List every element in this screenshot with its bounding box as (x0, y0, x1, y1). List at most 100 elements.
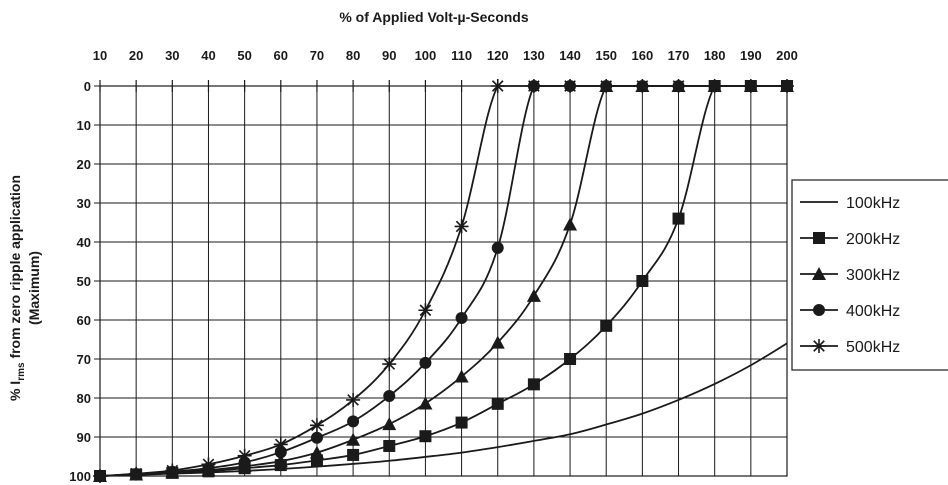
y-tick-label: 0 (84, 79, 91, 94)
marker-square (672, 212, 685, 225)
chart-title: % of Applied Volt-µ-Seconds (339, 9, 529, 25)
x-tick-label: 190 (740, 48, 762, 63)
x-tick-label: 30 (165, 48, 179, 63)
legend: 100kHz 200kHz 300kHz 400kHz 500kHz (791, 179, 948, 371)
y-tick-label: 50 (77, 274, 91, 289)
y-tick-label: 80 (77, 391, 91, 406)
marker-circle (419, 356, 432, 369)
grid (94, 80, 788, 477)
marker-star (707, 79, 722, 93)
y-tick-label: 30 (77, 196, 91, 211)
x-tick-label: 200 (776, 48, 798, 63)
marker-triangle (563, 217, 578, 231)
x-tick-label: 10 (93, 48, 107, 63)
series-500kHz (93, 79, 794, 483)
y-tick-label: 90 (77, 430, 91, 445)
legend-label: 100kHz (846, 195, 900, 212)
marker-star (635, 79, 650, 93)
y-tick-label: 20 (77, 157, 91, 172)
marker-star (599, 79, 614, 93)
y-axis-label: % Irms from zero ripple application (7, 175, 27, 401)
marker-square (813, 232, 825, 244)
series-line (99, 85, 787, 477)
legend-item: 400kHz (800, 303, 900, 320)
marker-circle (310, 431, 323, 444)
x-tick-label: 120 (487, 48, 509, 63)
marker-circle (383, 390, 396, 403)
marker-triangle (526, 288, 541, 302)
marker-square (419, 430, 432, 443)
y-tick-label: 60 (77, 313, 91, 328)
marker-circle (491, 241, 504, 254)
marker-star (382, 357, 397, 372)
marker-circle (455, 312, 468, 325)
legend-label: 500kHz (846, 339, 900, 356)
x-tick-label: 110 (451, 48, 472, 63)
marker-square (636, 275, 649, 287)
marker-square (600, 319, 613, 332)
x-tick-label: 40 (201, 48, 215, 63)
x-tick-label: 170 (668, 48, 690, 63)
x-tick-label: 70 (310, 48, 324, 63)
marker-star (743, 79, 758, 93)
marker-square (455, 416, 468, 429)
marker-square (347, 448, 360, 461)
y-tick-label: 100 (69, 469, 91, 484)
y-axis-label-line2: (Maximum) (26, 251, 42, 325)
marker-triangle (454, 369, 469, 383)
marker-triangle (273, 454, 288, 468)
legend-item: 200kHz (800, 231, 900, 248)
marker-triangle (812, 267, 826, 280)
x-tick-label: 150 (595, 48, 617, 63)
marker-triangle (382, 417, 397, 431)
marker-square (527, 378, 540, 391)
marker-triangle (309, 445, 324, 459)
marker-star (526, 79, 541, 93)
y-tick-label: 40 (77, 235, 91, 250)
marker-triangle (346, 432, 361, 446)
marker-circle (813, 304, 825, 316)
x-tick-label: 50 (237, 48, 251, 63)
legend-label: 400kHz (846, 303, 900, 320)
marker-star (454, 219, 469, 234)
x-tick-label: 180 (704, 48, 726, 63)
x-tick-label: 140 (559, 48, 581, 63)
series-line (99, 342, 788, 477)
marker-star (563, 79, 578, 93)
series-100kHz (99, 342, 788, 477)
marker-star (201, 457, 216, 472)
marker-star (165, 463, 180, 478)
legend-label: 200kHz (846, 231, 900, 248)
marker-star (812, 339, 826, 353)
marker-circle (347, 415, 360, 428)
marker-triangle (418, 396, 433, 410)
y-axis-ticks: 0 10 20 30 40 50 60 70 80 90 100 (69, 79, 91, 484)
legend-item: 500kHz (800, 339, 900, 356)
marker-star (490, 79, 505, 93)
x-axis-ticks: 10 20 30 40 50 60 70 80 90 100 110 120 130 140 150 160 1… (93, 48, 798, 63)
x-tick-label: 60 (274, 48, 288, 63)
marker-square (383, 439, 396, 452)
marker-star (129, 466, 144, 481)
marker-star (671, 79, 686, 93)
x-tick-label: 160 (632, 48, 654, 63)
legend-item: 300kHz (800, 267, 900, 284)
marker-star (273, 437, 288, 452)
marker-circle (274, 446, 287, 459)
legend-label: 300kHz (846, 267, 900, 284)
marker-star (780, 79, 794, 93)
x-tick-label: 80 (346, 48, 360, 63)
marker-star (418, 303, 433, 318)
marker-star (93, 469, 107, 483)
marker-triangle (490, 335, 505, 349)
y-tick-label: 10 (77, 118, 91, 133)
x-tick-label: 100 (415, 48, 437, 63)
x-tick-label: 130 (523, 48, 545, 63)
marker-square (491, 397, 504, 410)
y-tick-label: 70 (77, 352, 91, 367)
marker-star (309, 418, 324, 433)
series-layer (93, 79, 794, 483)
marker-square (564, 353, 577, 365)
x-tick-label: 20 (129, 48, 143, 63)
